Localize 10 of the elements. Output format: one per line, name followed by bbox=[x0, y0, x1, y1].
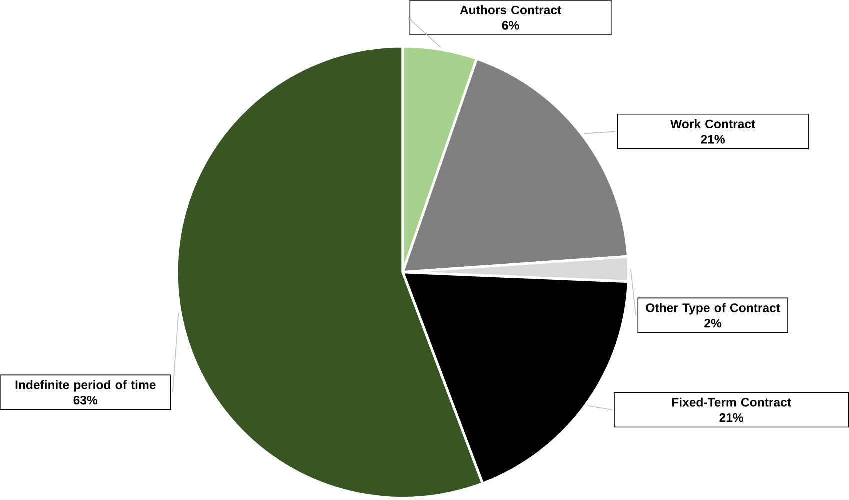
slice-label: Work Contract bbox=[670, 120, 756, 129]
slice-label: Fixed-Term Contract bbox=[672, 398, 792, 408]
data-label: 21% bbox=[720, 414, 744, 422]
data-label: 2% bbox=[704, 319, 722, 328]
data-label: 21% bbox=[701, 135, 726, 144]
slice-label: Authors Contract bbox=[460, 6, 562, 15]
slice-label: Indefinite period of time bbox=[16, 380, 156, 392]
data-label: 6% bbox=[502, 21, 520, 30]
slice-label: Other Type of Contract bbox=[646, 304, 780, 315]
data-label: 63% bbox=[74, 396, 98, 405]
